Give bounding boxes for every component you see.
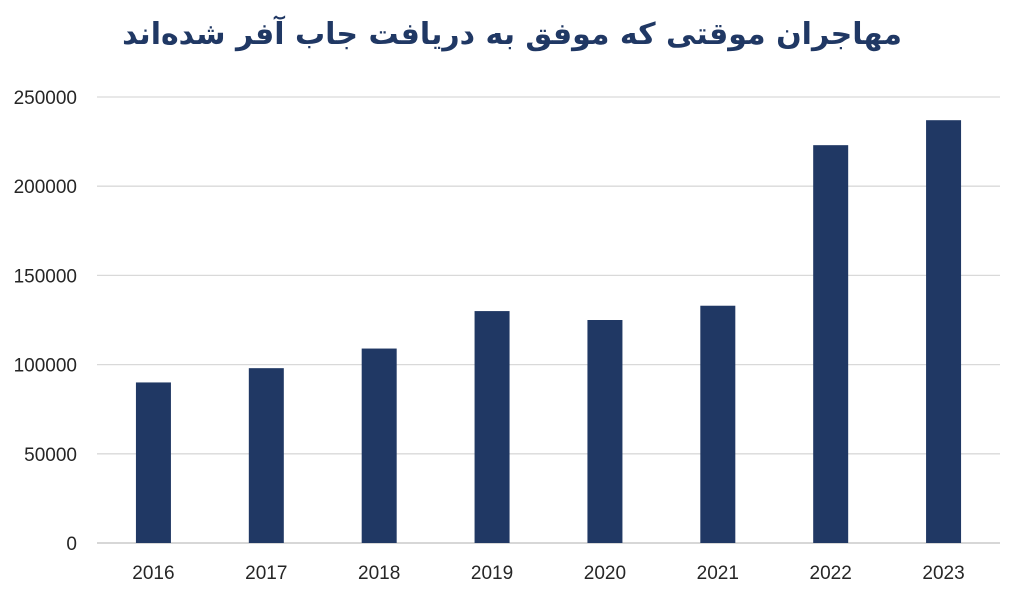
bar-2018 — [361, 348, 397, 543]
x-tick-label: 2017 — [245, 563, 287, 584]
bar-2019 — [474, 311, 510, 543]
bar-2016 — [135, 382, 171, 543]
x-tick-label: 2023 — [922, 563, 964, 584]
bar-2022 — [813, 145, 849, 543]
y-tick-label: 100000 — [14, 356, 77, 377]
chart-title: مهاجران موقتی که موفق به دریافت جاب آفر … — [122, 17, 902, 52]
y-tick-label: 50000 — [24, 445, 77, 466]
x-axis-tick-labels: 2016 2017 2018 2019 2020 2021 2022 2023 — [132, 563, 964, 584]
x-tick-label: 2021 — [697, 563, 739, 584]
y-tick-label: 0 — [66, 534, 77, 555]
x-tick-label: 2020 — [584, 563, 626, 584]
gridlines — [97, 96, 1000, 544]
y-tick-label: 250000 — [14, 88, 77, 109]
bar-2021 — [700, 305, 736, 543]
bar-2023 — [926, 120, 962, 543]
y-tick-label: 150000 — [14, 266, 77, 287]
bar-2017 — [248, 368, 284, 543]
x-tick-label: 2016 — [132, 563, 174, 584]
y-axis-tick-labels: 0 50000 100000 150000 200000 250000 — [14, 88, 77, 555]
bar-2020 — [587, 320, 623, 543]
bars — [135, 120, 962, 543]
x-tick-label: 2019 — [471, 563, 513, 584]
x-tick-label: 2018 — [358, 563, 400, 584]
y-tick-label: 200000 — [14, 177, 77, 198]
x-tick-label: 2022 — [810, 563, 852, 584]
